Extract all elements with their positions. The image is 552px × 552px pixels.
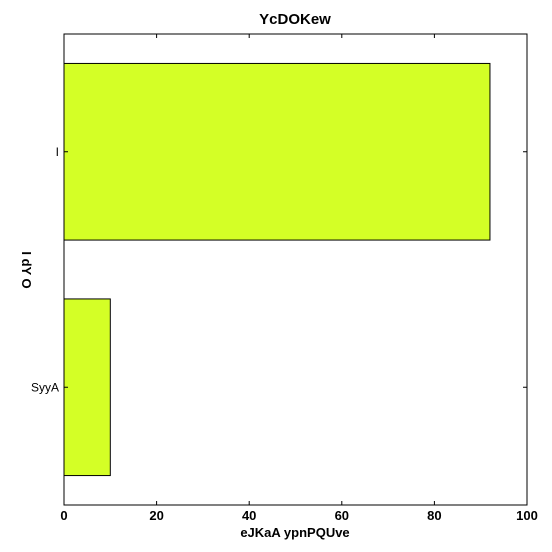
y-tick-label: I <box>56 145 59 159</box>
plot-area: SyyA I 0 20 40 60 80 100 <box>31 33 538 523</box>
x-axis-label: eJKaA ypnPQUve <box>240 525 349 540</box>
bar-syya <box>63 298 111 477</box>
x-tick-label: 40 <box>242 508 256 523</box>
chart-title: YcDOKew <box>259 11 331 28</box>
x-tick-label: 100 <box>516 508 538 523</box>
x-tick-label: 0 <box>60 508 67 523</box>
plot-frame <box>63 33 528 506</box>
x-tick-label: 80 <box>427 508 441 523</box>
bar-i <box>63 62 491 241</box>
y-axis-label: I dY O <box>19 251 34 288</box>
x-tick-label: 60 <box>335 508 349 523</box>
x-tick-label: 20 <box>149 508 163 523</box>
y-tick-label: SyyA <box>31 380 59 394</box>
